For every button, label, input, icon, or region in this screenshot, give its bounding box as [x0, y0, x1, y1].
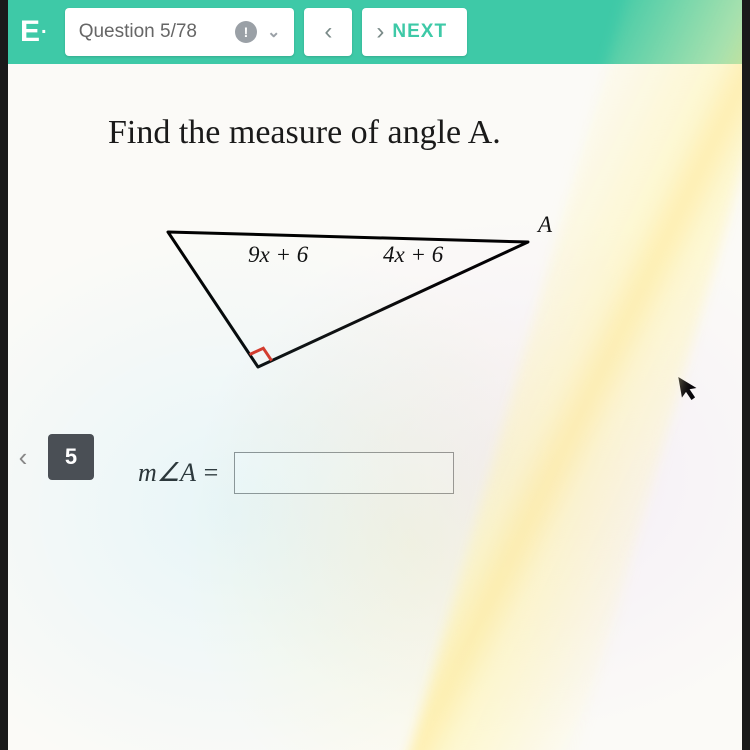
- chevron-down-icon: ⌄: [267, 22, 280, 42]
- next-question-button[interactable]: › NEXT: [362, 8, 467, 56]
- side-panel-tab[interactable]: ‹ 5: [8, 430, 94, 484]
- chevron-left-icon: ‹: [8, 430, 38, 484]
- svg-text:9x + 6: 9x + 6: [248, 242, 309, 267]
- question-number-badge: 5: [48, 434, 94, 480]
- question-prompt: Find the measure of angle A.: [108, 114, 702, 152]
- logo-dot: ·: [41, 22, 49, 44]
- question-counter-label: Question 5/78: [79, 21, 197, 43]
- top-toolbar: E· Question 5/78 ! ⌄ ‹ › NEXT: [8, 0, 742, 64]
- cursor-icon: [677, 372, 705, 410]
- triangle-figure: 9x + 6 4x + 6 A: [138, 212, 568, 412]
- question-content: Find the measure of angle A. 9x + 6 4x + …: [8, 64, 742, 750]
- app-logo: E·: [18, 15, 55, 49]
- chevron-left-icon: ‹: [324, 18, 332, 46]
- chevron-right-icon: ›: [376, 18, 384, 46]
- alert-icon: !: [235, 21, 257, 43]
- answer-row: m∠A =: [138, 452, 702, 494]
- answer-input[interactable]: [234, 452, 454, 494]
- logo-letter: E: [20, 15, 41, 48]
- next-button-label: NEXT: [392, 21, 447, 43]
- answer-label: m∠A =: [138, 458, 220, 488]
- question-selector-button[interactable]: Question 5/78 ! ⌄: [65, 8, 295, 56]
- svg-text:A: A: [536, 212, 553, 237]
- prev-question-button[interactable]: ‹: [304, 8, 352, 56]
- svg-text:4x + 6: 4x + 6: [383, 242, 444, 267]
